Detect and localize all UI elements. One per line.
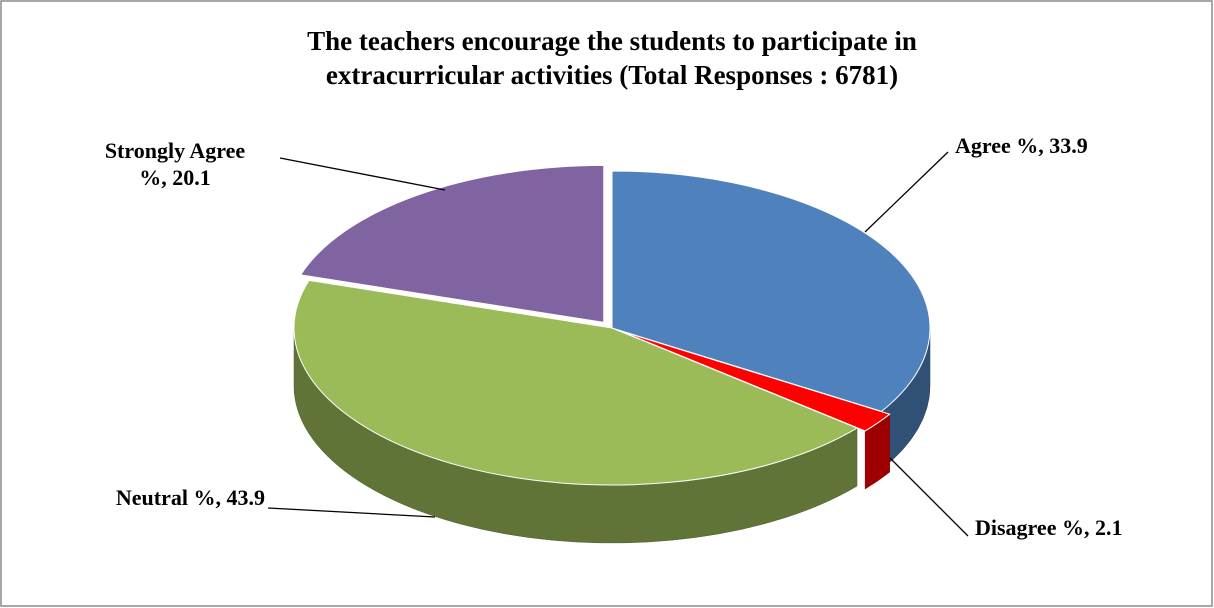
leader-line: [864, 151, 949, 233]
slice: [619, 330, 891, 432]
data-label: Neutral %, 43.9: [116, 485, 265, 510]
data-label: Strongly Agree%, 20.1: [105, 138, 246, 190]
slice: [611, 170, 931, 412]
leader-line: [889, 457, 969, 537]
chart-title: The teachers encourage the students to p…: [307, 26, 917, 90]
slice: [299, 164, 605, 324]
leader-line: [267, 507, 436, 518]
data-label: Disagree %, 2.1: [975, 515, 1122, 540]
slice: [293, 279, 859, 486]
data-label: Agree %, 33.9: [955, 133, 1088, 158]
leader-line: [279, 157, 446, 191]
slice-tops: [293, 164, 931, 486]
